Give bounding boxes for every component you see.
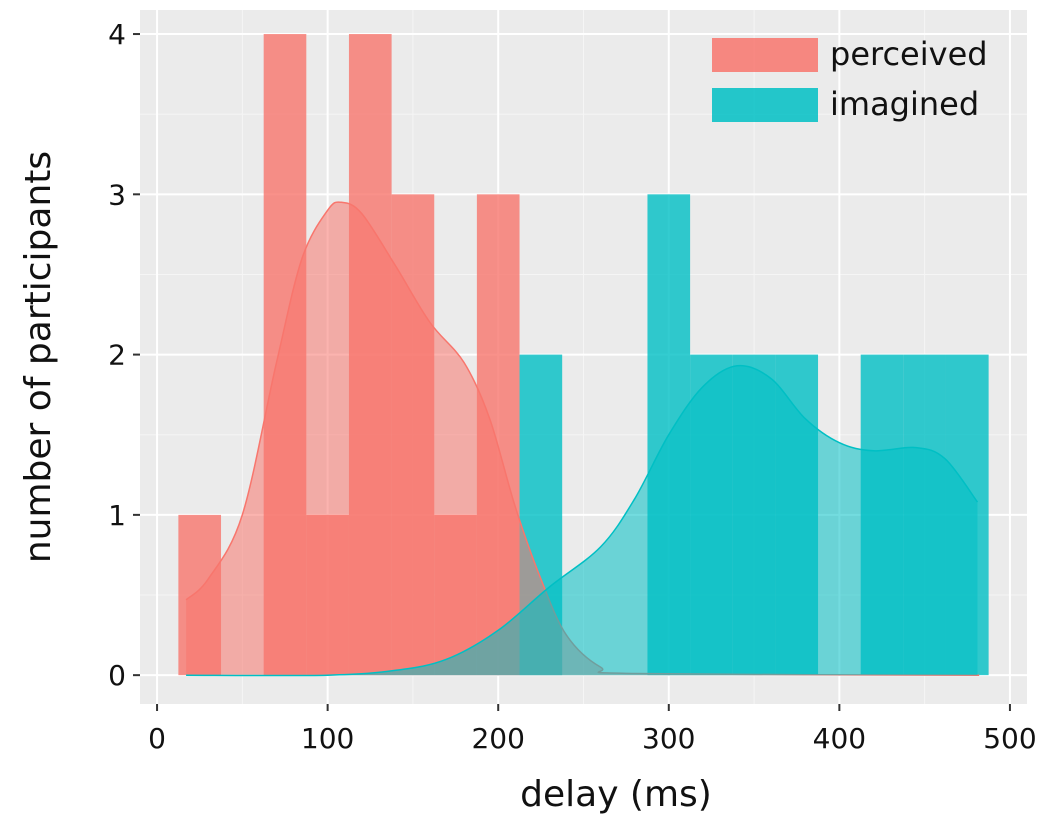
y-tick-label: 4 <box>108 18 126 51</box>
density-curves <box>185 201 980 677</box>
legend-label-perceived: perceived <box>830 35 988 73</box>
density-line-imagined <box>186 364 979 677</box>
x-tick-label: 400 <box>813 722 866 755</box>
x-axis-title: delay (ms) <box>520 774 712 815</box>
y-tick-label: 1 <box>108 499 126 532</box>
x-tick-label: 100 <box>301 722 354 755</box>
x-tick-label: 200 <box>471 722 524 755</box>
axes: 0 100 200 300 400 500 0 1 2 3 4 <box>108 18 1036 755</box>
legend-key-imagined <box>712 88 818 122</box>
density-area-imagined <box>186 365 978 676</box>
x-tick-label: 300 <box>642 722 695 755</box>
y-tick-label: 2 <box>108 339 126 372</box>
y-tick-label: 3 <box>108 178 126 211</box>
legend-key-perceived <box>712 38 818 72</box>
y-axis-title: number of participants <box>18 151 59 563</box>
x-tick-label: 0 <box>148 722 166 755</box>
legend: perceived imagined <box>712 35 988 123</box>
y-tick-label: 0 <box>108 659 126 692</box>
density-area-perceived <box>186 202 980 676</box>
x-tick-label: 500 <box>983 722 1036 755</box>
legend-label-imagined: imagined <box>830 85 979 123</box>
